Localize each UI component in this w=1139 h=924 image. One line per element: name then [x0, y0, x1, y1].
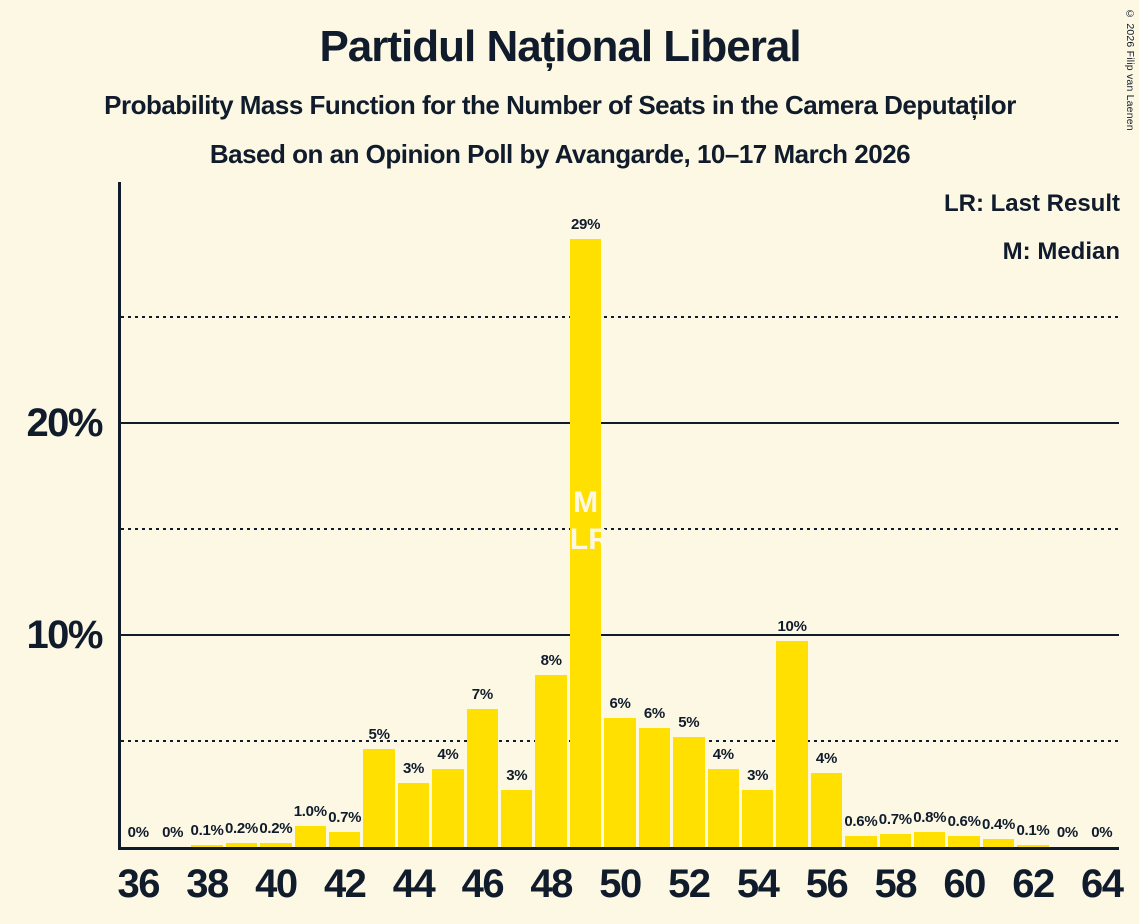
x-tick-50: 50: [599, 862, 642, 906]
bar-seat-51: [638, 728, 671, 847]
bar-label-seat-49: 29%: [571, 216, 601, 233]
bar-label-seat-41: 1.0%: [293, 803, 327, 820]
bar-seat-44: [397, 783, 430, 847]
bar-label-seat-55: 10%: [777, 618, 807, 635]
bar-seat-60: [948, 836, 980, 847]
bar-label-seat-51: 6%: [643, 705, 665, 722]
x-tick-64: 64: [1081, 862, 1124, 906]
bar-label-seat-37: 0%: [162, 824, 184, 841]
x-tick-54: 54: [736, 862, 780, 906]
bar-label-seat-58: 0.7%: [878, 811, 912, 828]
x-tick-44: 44: [392, 862, 436, 906]
copyright-notice: © 2026 Filip van Laenen: [1124, 8, 1136, 131]
y-tick-10pct: 10%: [26, 613, 103, 657]
bar-label-seat-63: 0%: [1056, 824, 1078, 841]
x-tick-40: 40: [255, 862, 298, 906]
bar-seat-43: [363, 749, 395, 847]
x-tick-48: 48: [530, 862, 573, 906]
bar-seat-52: [673, 737, 705, 847]
bar-label-seat-64: 0%: [1091, 824, 1113, 841]
x-tick-52: 52: [668, 862, 711, 906]
x-tick-62: 62: [1012, 862, 1055, 906]
x-tick-42: 42: [323, 862, 367, 906]
bar-seat-57: [845, 836, 877, 847]
seat-markers: M LR: [569, 484, 610, 558]
bar-seat-46: [466, 709, 499, 847]
gridline-solid-20pct: [121, 422, 1119, 424]
bar-seat-47: [501, 790, 533, 847]
bar-seat-42: [328, 832, 361, 847]
legend-median: M: Median: [1002, 238, 1120, 265]
bar-seat-49: [569, 239, 602, 847]
bar-seat-45: [432, 769, 464, 847]
x-tick-36: 36: [117, 862, 160, 906]
legend: LR: Last Result M: Median: [944, 180, 1120, 276]
bar-label-seat-50: 6%: [609, 695, 631, 712]
bar-seat-38: [191, 845, 223, 847]
bar-seat-59: [914, 832, 946, 847]
bar-seat-56: [810, 773, 843, 847]
bar-label-seat-39: 0.2%: [224, 820, 258, 837]
bar-label-seat-36: 0%: [127, 824, 149, 841]
x-axis-labels: 36 38 40 42 44 46 48 50 52 54 56 58 60 62 64: [0, 862, 1139, 917]
bar-seat-39: [225, 843, 258, 847]
bar-label-seat-44: 3%: [402, 760, 425, 777]
plot-area: 0% 0% 0.1% 0.2% 0.2% 1.0% 0.7% 5% 3% 4% 7% 3% 8% 29% M…: [118, 182, 1119, 850]
bar-seat-40: [260, 843, 292, 847]
bar-seat-55: [776, 641, 808, 847]
bar-seat-41: [294, 826, 326, 847]
bar-seat-48: [535, 675, 567, 847]
bar-label-seat-48: 8%: [540, 652, 562, 669]
x-tick-38: 38: [186, 862, 229, 906]
bar-label-seat-46: 7%: [471, 686, 493, 703]
bar-label-seat-56: 4%: [815, 750, 838, 767]
bar-seat-53: [707, 769, 739, 847]
bar-seat-50: [604, 718, 636, 847]
bar-label-seat-43: 5%: [368, 726, 390, 743]
bar-seat-62: [1017, 845, 1049, 847]
legend-last-result: LR: Last Result: [943, 190, 1120, 217]
bar-seat-58: [879, 834, 911, 847]
bar-label-seat-62: 0.1%: [1016, 822, 1050, 839]
x-tick-46: 46: [461, 862, 505, 906]
bar-label-seat-53: 4%: [712, 746, 734, 763]
last-result-marker: LR: [569, 523, 610, 556]
bar-label-seat-42: 0.7%: [328, 809, 362, 826]
bar-label-seat-60: 0.6%: [947, 813, 981, 830]
median-marker: M: [573, 486, 599, 519]
gridline-dotted-25pct: [121, 316, 1119, 318]
bar-label-seat-57: 0.6%: [844, 813, 878, 830]
x-tick-60: 60: [943, 862, 986, 906]
bar-label-seat-38: 0.1%: [190, 822, 224, 839]
bar-label-seat-61: 0.4%: [982, 816, 1016, 833]
gridline-dotted-15pct: [121, 528, 1119, 530]
bar-label-seat-47: 3%: [506, 767, 528, 784]
bar-label-seat-59: 0.8%: [913, 809, 947, 826]
bar-label-seat-40: 0.2%: [259, 820, 293, 837]
y-tick-20pct: 20%: [26, 401, 103, 445]
bar-label-seat-52: 5%: [678, 714, 700, 731]
chart-subtitle: Probability Mass Function for the Number…: [104, 90, 1016, 120]
bar-seat-61: [982, 839, 1015, 847]
bar-label-seat-54: 3%: [747, 767, 769, 784]
bar-seat-54: [741, 790, 774, 847]
chart-poll-info: Based on an Opinion Poll by Avangarde, 1…: [209, 139, 911, 169]
bar-label-seat-45: 4%: [437, 746, 459, 763]
y-axis-labels: 10% 20%: [0, 182, 103, 847]
x-tick-56: 56: [805, 862, 849, 906]
gridline-solid-10pct: [121, 634, 1119, 636]
chart-title: Partidul Național Liberal: [319, 22, 801, 71]
x-tick-58: 58: [874, 862, 918, 906]
